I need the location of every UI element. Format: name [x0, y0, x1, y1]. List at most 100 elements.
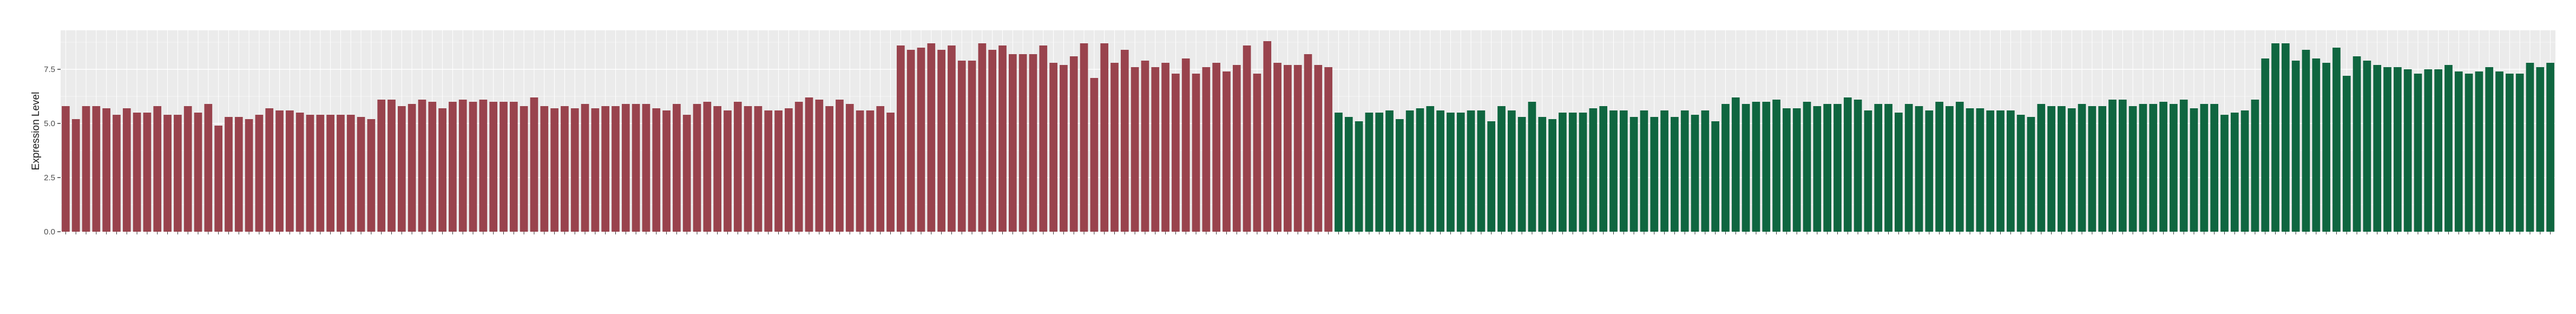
bar — [662, 110, 671, 232]
bar — [2128, 106, 2137, 232]
bar — [2108, 100, 2117, 232]
bar — [601, 106, 610, 232]
bar — [275, 110, 284, 232]
bar — [906, 50, 915, 232]
bar — [1680, 110, 1689, 232]
bar — [489, 102, 498, 232]
bar — [1151, 67, 1160, 232]
bar — [2495, 71, 2503, 232]
bar — [733, 102, 742, 232]
bar — [1629, 117, 1638, 232]
bar — [1436, 110, 1444, 232]
bar — [856, 110, 864, 232]
bar — [520, 106, 528, 232]
bar — [917, 48, 925, 232]
bar — [194, 113, 202, 232]
bar — [306, 115, 314, 232]
bar — [1589, 108, 1598, 232]
bar — [2454, 71, 2463, 232]
bar — [214, 126, 222, 232]
bar — [2546, 63, 2554, 232]
bar — [978, 43, 987, 232]
bar — [998, 45, 1007, 232]
bar — [785, 108, 793, 232]
bar — [815, 100, 824, 232]
bar — [1080, 43, 1088, 232]
bar — [2424, 69, 2433, 232]
bar — [1365, 113, 1374, 232]
bar — [1843, 97, 1852, 232]
bar — [153, 106, 162, 232]
bar — [1060, 65, 1068, 232]
bar — [1396, 119, 1404, 232]
bar — [713, 106, 721, 232]
bar — [1559, 113, 1567, 232]
bar — [948, 45, 956, 232]
bar — [174, 115, 182, 232]
bar — [245, 119, 253, 232]
bar — [897, 45, 905, 232]
y-tick-label: 5.0 — [44, 119, 55, 128]
bar — [1986, 110, 1995, 232]
bar — [1029, 54, 1037, 232]
bar — [2383, 67, 2391, 232]
bar — [377, 100, 386, 232]
y-tick-label: 7.5 — [44, 65, 55, 74]
bar — [642, 104, 650, 232]
bar — [886, 113, 895, 232]
bar — [1120, 50, 1129, 232]
bar — [1946, 106, 1954, 232]
bar — [845, 104, 854, 232]
bar — [509, 102, 518, 232]
bar — [1110, 63, 1119, 232]
bar — [2098, 106, 2107, 232]
bar — [1497, 106, 1506, 232]
bar — [1925, 110, 1934, 232]
bar — [673, 104, 681, 232]
bar — [1834, 104, 1842, 232]
bar — [2118, 100, 2127, 232]
bar — [1344, 117, 1353, 232]
bar — [764, 110, 773, 232]
bar — [682, 115, 691, 232]
bar — [1548, 119, 1556, 232]
bar — [1243, 45, 1251, 232]
bar — [286, 110, 294, 232]
bar — [1772, 100, 1780, 232]
bar — [693, 104, 701, 232]
bar — [2047, 106, 2055, 232]
bar — [2251, 100, 2259, 232]
bar — [1619, 110, 1628, 232]
bar — [1314, 65, 1323, 232]
bar — [469, 102, 477, 232]
bar — [1904, 104, 1913, 232]
bar — [988, 50, 997, 232]
y-tick-label: 0.0 — [44, 227, 55, 237]
bar — [2159, 102, 2167, 232]
bar — [2505, 74, 2514, 232]
bar — [204, 104, 213, 232]
bar — [530, 97, 538, 232]
bar — [1039, 45, 1048, 232]
bar — [2179, 100, 2188, 232]
bar — [1721, 104, 1730, 232]
bar — [1742, 104, 1750, 232]
bar — [1996, 110, 2005, 232]
bar — [2088, 106, 2097, 232]
bar — [2536, 67, 2545, 232]
bar — [143, 113, 152, 232]
bar — [1223, 71, 1231, 232]
bar — [876, 106, 885, 232]
bar — [1293, 65, 1302, 232]
bar — [570, 108, 579, 232]
bar — [1507, 110, 1516, 232]
bar — [458, 100, 467, 232]
bar — [398, 106, 406, 232]
bar — [62, 106, 70, 232]
bar — [591, 108, 600, 232]
bar — [581, 104, 589, 232]
bar — [1691, 115, 1699, 232]
bar — [754, 106, 763, 232]
bar — [2200, 104, 2209, 232]
bar — [1701, 110, 1710, 232]
